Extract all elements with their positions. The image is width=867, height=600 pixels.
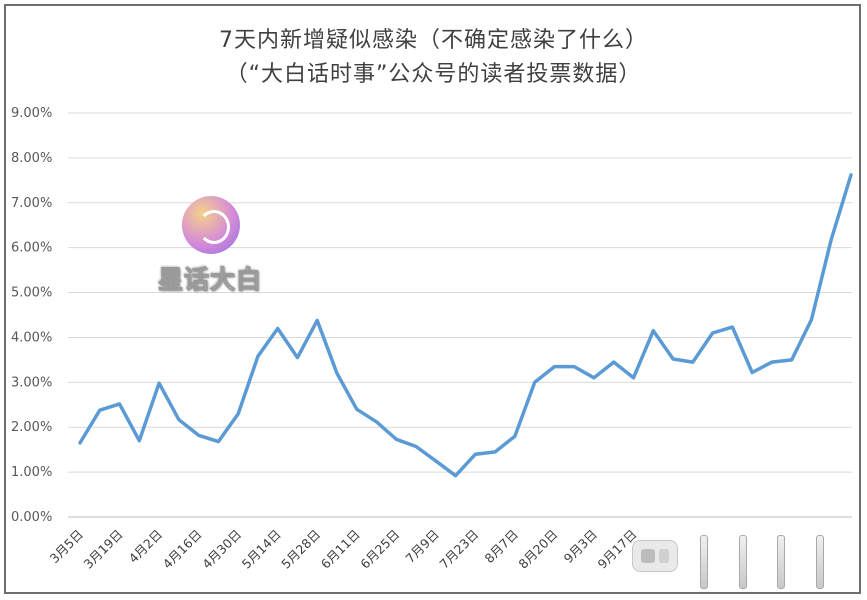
x-tick-label: 4月16日 — [160, 527, 205, 572]
y-tick-label: 0.00% — [11, 510, 52, 525]
x-tick-label: 6月11日 — [318, 527, 363, 572]
chart-subtitle: （“大白话时事”公众号的读者投票数据） — [225, 62, 642, 87]
x-tick-label: 5月28日 — [278, 527, 323, 572]
y-tick-label: 2.00% — [11, 420, 52, 435]
overlay-bar — [777, 535, 785, 589]
y-tick-label: 4.00% — [11, 330, 52, 345]
watermark-text: 星话大白 — [157, 265, 263, 295]
overlay-badge-icon — [632, 540, 678, 572]
overlay-bar — [739, 535, 747, 589]
x-tick-label: 4月30日 — [199, 527, 244, 572]
x-tick-label: 8月20日 — [515, 527, 560, 572]
overlay-bar — [700, 535, 708, 589]
x-tick-label: 3月19日 — [81, 527, 126, 572]
overlay-bar — [816, 535, 824, 589]
y-tick-label: 8.00% — [11, 151, 52, 166]
x-tick-label: 6月25日 — [357, 527, 402, 572]
y-tick-label: 3.00% — [11, 375, 52, 390]
watermark-logo-icon — [182, 196, 240, 254]
chart-frame — [4, 4, 861, 594]
y-tick-label: 1.00% — [11, 465, 52, 480]
chart-title: 7天内新增疑似感染（不确定感染了什么） — [219, 28, 648, 53]
y-tick-label: 9.00% — [11, 106, 52, 121]
y-tick-label: 7.00% — [11, 196, 52, 211]
x-tick-label: 7月23日 — [436, 527, 481, 572]
y-tick-label: 6.00% — [11, 241, 52, 256]
x-tick-label: 5月14日 — [239, 527, 284, 572]
series-line — [78, 173, 853, 478]
y-tick-label: 5.00% — [11, 286, 52, 301]
